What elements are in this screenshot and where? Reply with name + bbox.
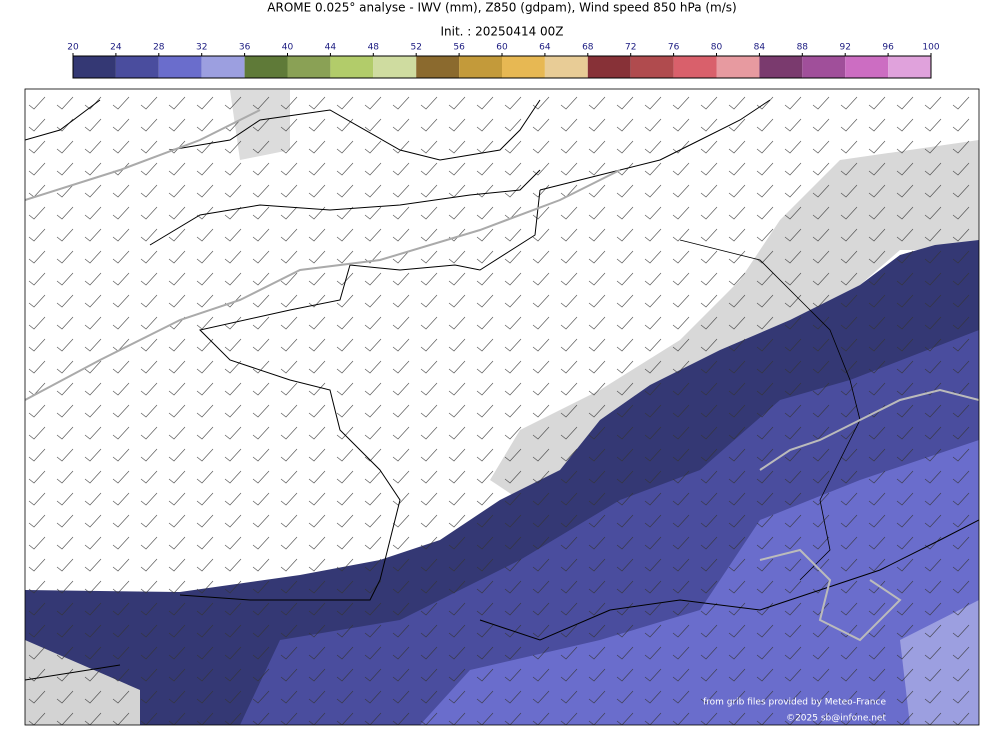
- colorbar-segment: [502, 56, 545, 78]
- colorbar-tick-label: 64: [539, 43, 551, 53]
- colorbar-tick-label: 68: [582, 43, 594, 53]
- colorbar-tick-label: 76: [668, 43, 680, 53]
- colorbar-segment: [888, 56, 931, 78]
- colorbar-segment: [73, 56, 116, 78]
- title: AROME 0.025° analyse - IWV (mm), Z850 (g…: [267, 1, 736, 15]
- coastline: [179, 189, 541, 601]
- colorbar-segment: [802, 56, 846, 78]
- colorbar-segment: [845, 56, 889, 78]
- colorbar-tick-label: 84: [754, 43, 766, 53]
- colorbar-tick-label: 40: [282, 43, 294, 53]
- map: [25, 89, 979, 725]
- colorbar-segment: [459, 56, 502, 78]
- map-frame: [24, 88, 980, 726]
- colorbar-tick-label: 36: [239, 43, 251, 53]
- colorbar-tick-label: 44: [325, 43, 337, 53]
- coastline: [25, 99, 541, 246]
- copyright: ©2025 sb@infone.net: [786, 714, 886, 724]
- colorbar-segment: [716, 56, 760, 78]
- colorbar-tick-label: 88: [797, 43, 809, 53]
- colorbar-segment: [373, 56, 417, 78]
- colorbar-tick-label: 56: [453, 43, 465, 53]
- colorbar-segment: [630, 56, 674, 78]
- colorbar-segment: [330, 56, 374, 78]
- wind-barbs: [25, 89, 979, 725]
- colorbar-tick-label: 48: [368, 43, 380, 53]
- init-time: Init. : 20250414 00Z: [440, 25, 563, 39]
- colorbar-segment: [759, 56, 803, 78]
- border: [679, 239, 861, 581]
- colorbar-tick-label: 28: [153, 43, 165, 53]
- colorbar-tick-label: 32: [196, 43, 207, 53]
- colorbar-segment: [587, 56, 631, 78]
- colorbar-segment: [158, 56, 202, 78]
- colorbar-segment: [544, 56, 588, 78]
- geopotential-contour: [25, 109, 621, 401]
- colorbar-segment: [287, 56, 331, 78]
- colorbar-tick-label: 52: [410, 43, 421, 53]
- colorbar-tick-label: 24: [110, 43, 122, 53]
- colorbar-segment: [115, 56, 159, 78]
- colorbar-segment: [244, 56, 288, 78]
- colorbar: 20 24 28 32 36 40 44 48 52 56 60 64 68 72 76 80 84 88 92 96…: [67, 43, 940, 79]
- colorbar-tick-label: 92: [839, 43, 850, 53]
- geopotential-contour: [759, 388, 979, 642]
- colorbar-tick-label: 72: [625, 43, 636, 53]
- colorbar-tick-label: 96: [882, 43, 894, 53]
- coastline: [25, 99, 979, 681]
- colorbar-tick-label: 80: [711, 43, 723, 53]
- colorbar-tick-label: 100: [922, 43, 939, 53]
- source-credit: from grib files provided by Meteo-France: [703, 698, 886, 708]
- colorbar-tick-label: 20: [67, 43, 79, 53]
- colorbar-tick-label: 60: [496, 43, 508, 53]
- colorbar-segment: [416, 56, 460, 78]
- colorbar-segment: [201, 56, 245, 78]
- colorbar-segment: [673, 56, 717, 78]
